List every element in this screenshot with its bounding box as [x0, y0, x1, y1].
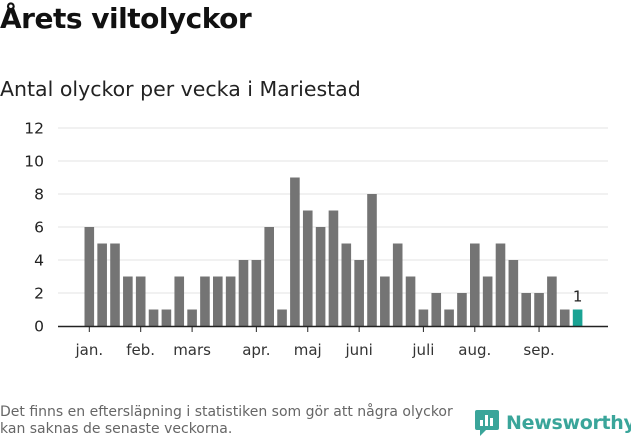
- bar: [508, 260, 519, 326]
- chart-subtitle: Antal olyckor per vecka i Mariestad: [0, 77, 361, 101]
- bar: [277, 309, 287, 326]
- bar: [521, 293, 531, 326]
- bar: [405, 276, 416, 326]
- bar-chart: 0 2 4 6 8 10 12 1 jan. feb. mars apr. maj juni juli aug…: [24, 120, 608, 359]
- bar: [392, 243, 403, 326]
- bar: [315, 227, 326, 326]
- x-tick-label: aug.: [458, 341, 491, 359]
- bar: [290, 177, 300, 326]
- bar: [225, 276, 236, 326]
- y-tick-label: 0: [34, 318, 44, 336]
- bar: [380, 276, 390, 326]
- y-tick-label: 2: [34, 285, 44, 303]
- bar: [354, 260, 364, 326]
- footnote: Det finns en eftersläpning i statistiken…: [0, 404, 453, 437]
- bar: [148, 309, 159, 326]
- y-tick-label: 8: [34, 186, 44, 204]
- bar: [97, 243, 107, 326]
- bar: [457, 293, 467, 326]
- bar: [367, 194, 377, 326]
- bar: [534, 293, 544, 326]
- bar: [238, 260, 249, 326]
- bar: [213, 276, 223, 326]
- bar: [431, 293, 442, 326]
- x-tick-label: maj: [294, 341, 322, 359]
- bar: [470, 243, 480, 326]
- x-tick-label: mars: [173, 341, 211, 359]
- bar: [559, 309, 570, 326]
- bar: [84, 227, 95, 326]
- newsworthy-logo-icon: [475, 410, 499, 436]
- bar: [328, 210, 339, 326]
- bar: [547, 276, 557, 326]
- bar: [200, 276, 210, 326]
- bar: [302, 210, 313, 326]
- x-tick-label: apr.: [242, 341, 270, 359]
- x-tick-label: jan.: [74, 341, 103, 359]
- brand-name: Newsworthy: [506, 412, 631, 434]
- bar: [135, 276, 146, 326]
- brand-logo[interactable]: Newsworthy: [474, 406, 631, 440]
- page-title: Årets viltolyckor: [0, 2, 252, 35]
- x-tick-label: sep.: [523, 341, 554, 359]
- bar: [264, 227, 274, 326]
- bar: [482, 276, 493, 326]
- bar: [110, 243, 120, 326]
- x-tick-label: juni: [344, 341, 372, 359]
- bar: [187, 309, 197, 326]
- bar: [341, 243, 352, 326]
- bar: [161, 309, 172, 326]
- y-tick-label: 12: [24, 120, 44, 138]
- y-tick-label: 10: [24, 153, 44, 171]
- bar: [418, 309, 429, 326]
- bar: [123, 276, 133, 326]
- bar: [444, 309, 454, 326]
- bar: [251, 260, 262, 326]
- x-tick-label: feb.: [126, 341, 155, 359]
- bar: [495, 243, 506, 326]
- bar: [174, 276, 185, 326]
- x-tick-label: juli: [411, 341, 434, 359]
- y-tick-label: 4: [34, 252, 44, 270]
- data-label: 1: [573, 288, 583, 306]
- bar: [572, 309, 583, 326]
- y-tick-label: 6: [34, 219, 44, 237]
